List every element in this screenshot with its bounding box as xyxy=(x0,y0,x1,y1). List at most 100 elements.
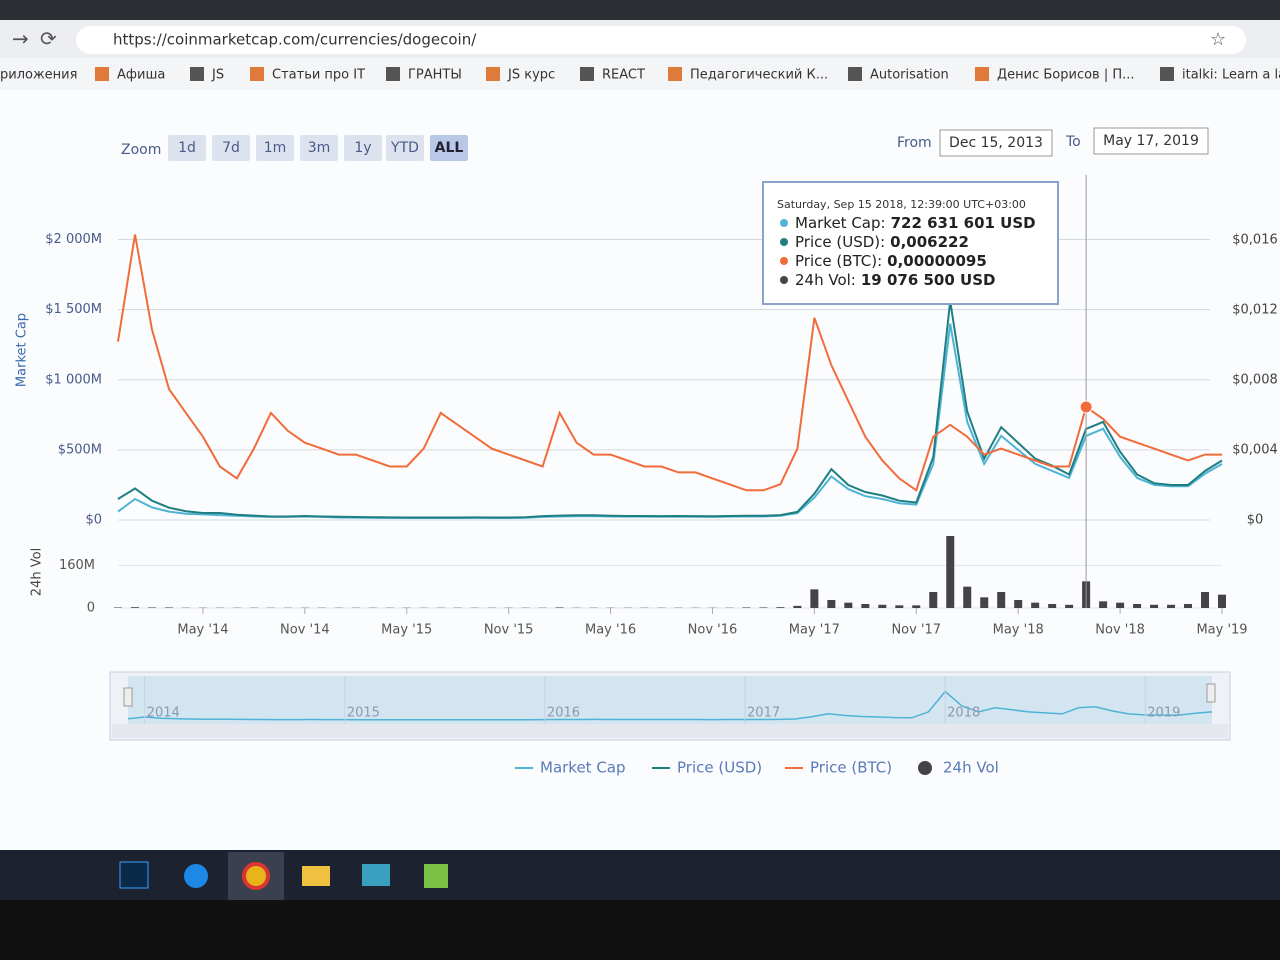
vol-tick-label: 160M xyxy=(59,558,95,573)
navigator-window[interactable] xyxy=(128,676,1212,724)
zoom-button-label: 1d xyxy=(178,140,196,156)
navigator-line xyxy=(127,690,1213,721)
volume-bar xyxy=(895,605,904,608)
y2-tick-label: $0 xyxy=(1247,513,1264,528)
legend-symbol xyxy=(918,761,932,775)
bookmark-icon xyxy=(486,67,500,81)
bookmarks-bar xyxy=(0,58,1280,90)
bookmark[interactable]: ГРАНТЫ xyxy=(408,68,462,83)
bookmark[interactable]: italki: Learn a la xyxy=(1182,68,1280,83)
zoom-button[interactable] xyxy=(344,135,382,161)
volume-bar xyxy=(555,607,564,608)
tooltip-label: Price (BTC): xyxy=(795,252,882,270)
to-input[interactable] xyxy=(1093,127,1209,155)
volume-bar xyxy=(1150,604,1159,608)
bookmark[interactable]: JS курс xyxy=(507,68,555,83)
volume-bar xyxy=(1167,604,1176,608)
x-tick-label: May '19 xyxy=(1196,623,1247,638)
zoom-button[interactable] xyxy=(168,135,206,161)
bookmark[interactable]: Педагогический К... xyxy=(690,68,828,83)
y-tick-label: $1 000M xyxy=(45,372,102,387)
tooltip-label: Price (USD): xyxy=(795,233,885,251)
zoom-button[interactable] xyxy=(212,135,250,161)
x-tick-label: Nov '17 xyxy=(891,623,941,638)
taskbar xyxy=(0,850,1280,900)
app-icon[interactable] xyxy=(424,864,448,888)
volume-bar xyxy=(1031,602,1040,608)
bookmark[interactable]: Афиша xyxy=(117,68,165,83)
zoom-button-label: 7d xyxy=(222,140,240,156)
zoom-button[interactable] xyxy=(386,135,424,161)
zoom-label: Zoom xyxy=(121,142,161,158)
y-tick-label: $0 xyxy=(85,513,102,528)
folder-icon[interactable] xyxy=(302,866,330,886)
bookmark[interactable]: риложения xyxy=(0,68,77,83)
volume-bar xyxy=(130,607,139,608)
volume-bar xyxy=(1014,600,1023,608)
legend-label[interactable]: Price (BTC) xyxy=(810,759,892,777)
to-label: To xyxy=(1065,134,1081,150)
volume-bar xyxy=(963,586,972,608)
legend-label[interactable]: Price (USD) xyxy=(677,759,762,777)
bookmark[interactable]: JS xyxy=(211,68,224,83)
legend-label[interactable]: 24h Vol xyxy=(943,759,999,777)
navigator-year: 2017 xyxy=(747,706,780,721)
bookmark-icon xyxy=(250,67,264,81)
chrome-icon[interactable] xyxy=(242,862,270,890)
bookmark[interactable]: REACT xyxy=(602,68,645,83)
edge-icon[interactable] xyxy=(184,864,208,888)
tooltip-value: 0,00000095 xyxy=(887,252,987,270)
volume-bar xyxy=(1116,602,1125,608)
from-input[interactable] xyxy=(939,129,1053,157)
volume-bar xyxy=(827,600,836,608)
scrollbar[interactable] xyxy=(112,724,1228,738)
series-line xyxy=(117,300,1223,519)
bookmark-icon xyxy=(848,67,862,81)
volume-bar xyxy=(1218,594,1226,608)
tooltip-row: Market Cap: 722 631 601 USD xyxy=(795,214,1036,232)
zoom-button[interactable] xyxy=(256,135,294,161)
address-bar[interactable] xyxy=(76,26,1246,54)
x-tick-label: May '14 xyxy=(177,623,228,638)
navigator-year: 2014 xyxy=(147,706,180,721)
y2-tick-label: $0,008 xyxy=(1232,372,1278,387)
photoshop-icon[interactable] xyxy=(119,861,149,889)
zoom-button[interactable] xyxy=(300,135,338,161)
x-tick-label: Nov '16 xyxy=(688,623,738,638)
volume-bar xyxy=(1048,604,1057,608)
url: https://coinmarketcap.com/currencies/dog… xyxy=(113,31,477,49)
volume-bar xyxy=(759,607,768,608)
volume-bar xyxy=(1133,604,1142,608)
app-icon[interactable] xyxy=(362,864,390,886)
back-button[interactable]: → xyxy=(12,27,29,51)
y2-tick-label: $0,016 xyxy=(1232,232,1278,247)
legend-label[interactable]: Market Cap xyxy=(540,759,626,777)
tooltip-bullet xyxy=(780,238,788,246)
volume-bar xyxy=(878,604,887,608)
volume-bar xyxy=(1065,604,1074,608)
volume-bar xyxy=(147,607,156,608)
volume-bar xyxy=(912,605,921,608)
x-tick-label: May '16 xyxy=(585,623,636,638)
bookmark[interactable]: Статьи про IT xyxy=(272,68,365,83)
zoom-button[interactable] xyxy=(430,135,468,161)
tooltip-row: Price (BTC): 0,00000095 xyxy=(795,252,987,270)
bookmark-icon xyxy=(975,67,989,81)
volume-bar xyxy=(114,607,122,608)
series-line xyxy=(117,234,1222,492)
tooltip xyxy=(762,181,1059,305)
reload-button[interactable]: ⟳ xyxy=(40,27,57,51)
bookmark[interactable]: Денис Борисов | П... xyxy=(997,68,1135,83)
navigator-handle[interactable] xyxy=(1206,683,1216,703)
bookmark-icon xyxy=(668,67,682,81)
x-tick-label: May '15 xyxy=(381,623,432,638)
bookmark-icon xyxy=(95,67,109,81)
tooltip-label: Market Cap: xyxy=(795,214,886,232)
tooltip-value: 19 076 500 USD xyxy=(861,271,996,289)
navigator-handle[interactable] xyxy=(123,687,133,707)
bookmark[interactable]: Autorisation xyxy=(870,68,949,83)
volume-bar xyxy=(997,592,1006,608)
star-icon[interactable]: ☆ xyxy=(1210,29,1226,50)
